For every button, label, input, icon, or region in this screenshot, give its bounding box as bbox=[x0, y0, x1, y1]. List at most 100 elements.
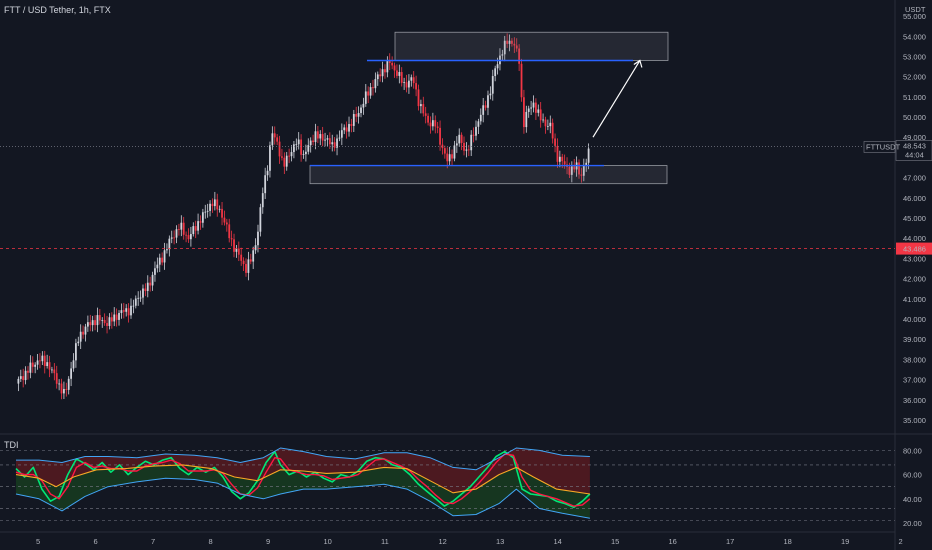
price-tick-label: 49.000 bbox=[903, 133, 926, 142]
candle-body bbox=[376, 74, 379, 80]
candle-body bbox=[252, 250, 255, 262]
candle-body bbox=[185, 234, 188, 236]
candle-body bbox=[216, 199, 219, 210]
candle-body bbox=[91, 320, 94, 326]
candle-body bbox=[460, 134, 463, 143]
candle-body bbox=[230, 238, 233, 240]
candle-body bbox=[60, 383, 63, 394]
candle-body bbox=[556, 145, 559, 162]
candle-body bbox=[436, 126, 439, 128]
candle-body bbox=[293, 144, 295, 153]
candle-body bbox=[182, 222, 185, 235]
candle-body bbox=[443, 148, 446, 154]
candle-body bbox=[316, 131, 319, 139]
candle-body bbox=[110, 317, 113, 322]
candle-body bbox=[515, 45, 518, 49]
price-tick-label: 42.000 bbox=[903, 275, 926, 284]
candle-body bbox=[314, 131, 317, 143]
candle-body bbox=[89, 322, 92, 326]
candle-body bbox=[108, 317, 111, 326]
candle-body bbox=[434, 120, 437, 127]
candle-body bbox=[405, 82, 408, 88]
candle-body bbox=[331, 142, 334, 145]
candle-body bbox=[513, 43, 516, 46]
projection-arrow-line bbox=[592, 60, 641, 138]
candle-body bbox=[534, 102, 537, 113]
candle-body bbox=[304, 151, 307, 155]
tdi-upper-fill bbox=[16, 448, 590, 494]
candle-body bbox=[487, 95, 489, 108]
candle-body bbox=[254, 245, 257, 251]
candle-body bbox=[554, 138, 556, 146]
candle-body bbox=[240, 254, 243, 261]
time-tick-label: 10 bbox=[324, 537, 332, 546]
candle-body bbox=[525, 111, 528, 128]
candle-body bbox=[194, 226, 197, 231]
candle-body bbox=[269, 145, 271, 171]
candle-body bbox=[98, 315, 101, 321]
candle-body bbox=[379, 74, 382, 77]
candle-body bbox=[503, 40, 506, 55]
candle-body bbox=[549, 122, 552, 127]
chart-title: FTT / USD Tether, 1h, FTX bbox=[4, 5, 111, 15]
candle-body bbox=[139, 297, 142, 299]
candle-body bbox=[333, 142, 336, 148]
price-tick-label: 53.000 bbox=[903, 52, 926, 61]
candle-body bbox=[163, 250, 166, 263]
candle-body bbox=[189, 234, 192, 240]
candle-body bbox=[144, 288, 147, 291]
candle-body bbox=[266, 170, 269, 176]
price-tick-label: 45.000 bbox=[903, 214, 926, 223]
price-tick-label: 40.000 bbox=[903, 315, 926, 324]
candle-body bbox=[158, 257, 161, 265]
price-tick-label: 54.000 bbox=[903, 32, 926, 41]
candle-body bbox=[290, 152, 293, 157]
candle-body bbox=[17, 378, 20, 384]
symbol-label: FTTUSDT bbox=[866, 142, 901, 151]
candle-body bbox=[84, 326, 87, 335]
tdi-indicator-label[interactable]: TDI bbox=[4, 440, 19, 450]
candle-body bbox=[137, 297, 140, 299]
candle-body bbox=[199, 221, 202, 223]
candle-body bbox=[494, 68, 497, 77]
candle-body bbox=[348, 124, 350, 132]
candle-body bbox=[477, 121, 480, 127]
candle-body bbox=[542, 119, 544, 121]
price-tick-label: 51.000 bbox=[903, 93, 926, 102]
candle-body bbox=[278, 141, 281, 157]
candle-body bbox=[501, 54, 504, 56]
time-tick-label: 8 bbox=[209, 537, 213, 546]
candle-body bbox=[173, 237, 176, 239]
candle-body bbox=[472, 134, 475, 136]
candle-body bbox=[573, 166, 576, 170]
candle-body bbox=[237, 248, 240, 255]
time-tick-label: 13 bbox=[496, 537, 504, 546]
candle-body bbox=[228, 224, 231, 239]
candle-body bbox=[206, 210, 209, 212]
candle-body bbox=[19, 376, 22, 379]
candle-body bbox=[55, 373, 58, 384]
candle-body bbox=[309, 140, 312, 146]
candle-body bbox=[350, 124, 353, 126]
candle-body bbox=[467, 149, 470, 151]
candle-body bbox=[127, 308, 130, 316]
time-tick-label: 11 bbox=[381, 537, 389, 546]
candle-body bbox=[154, 268, 156, 275]
candle-body bbox=[58, 383, 61, 385]
price-tick-label: 50.000 bbox=[903, 113, 926, 122]
candle-body bbox=[168, 238, 171, 250]
candle-body bbox=[530, 107, 533, 109]
candle-body bbox=[537, 109, 540, 113]
candle-body bbox=[544, 119, 547, 127]
tdi-upper-band-line bbox=[16, 447, 590, 471]
candle-body bbox=[419, 104, 422, 107]
candle-body bbox=[86, 322, 89, 327]
candle-body bbox=[46, 362, 49, 366]
candle-body bbox=[398, 72, 401, 76]
candle-body bbox=[218, 208, 221, 210]
candle-body bbox=[367, 91, 370, 96]
candle-body bbox=[585, 162, 588, 166]
candle-body bbox=[118, 313, 120, 320]
symbol-badge bbox=[863, 141, 896, 153]
